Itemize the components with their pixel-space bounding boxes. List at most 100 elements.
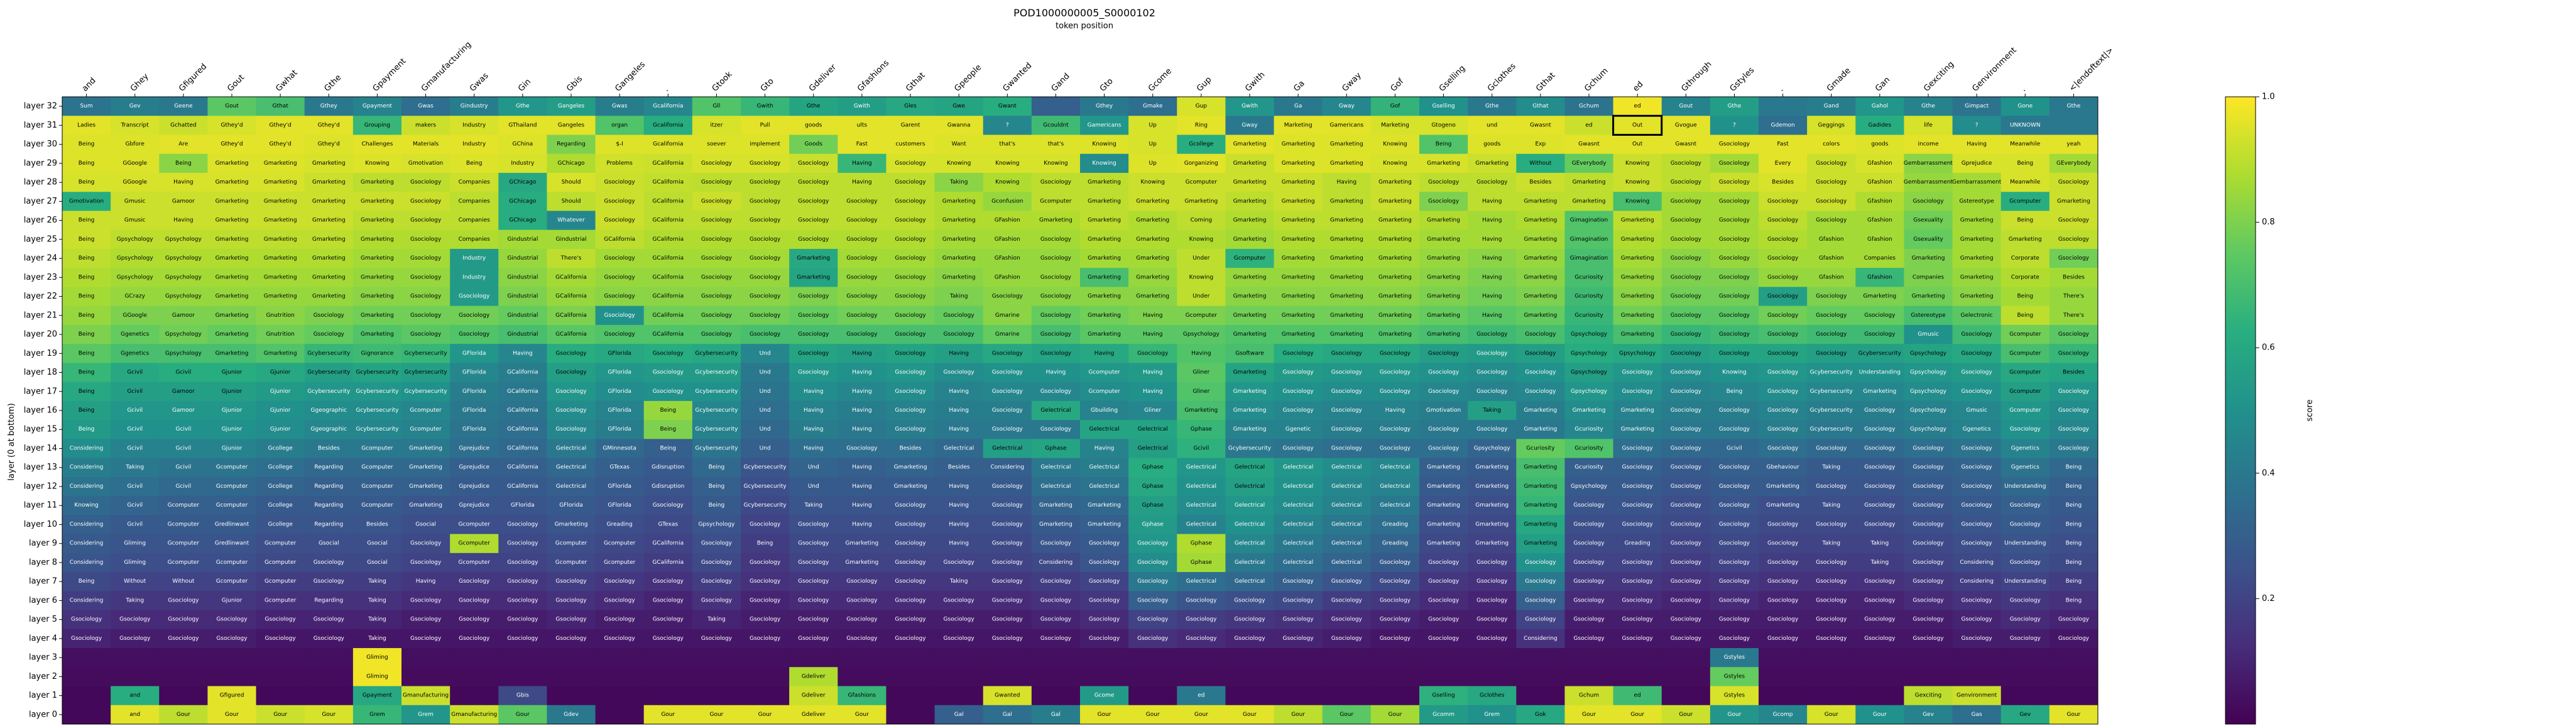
cell-label: Gsociology	[1864, 502, 1896, 509]
cell-label: Gsociology	[750, 578, 781, 585]
x-tick-label: Gmanufacturing	[420, 40, 473, 94]
cell-label: GTexas	[609, 465, 630, 471]
heatmap-cell	[1904, 172, 1953, 192]
cell-label: Regarding	[314, 483, 343, 490]
heatmap-cell	[62, 268, 111, 287]
cell-label: Gsociology	[604, 578, 636, 585]
heatmap-cell	[1710, 153, 1759, 173]
heatmap-cell	[1710, 515, 1759, 535]
heatmap-cell	[1613, 287, 1662, 307]
cell-label: Gsociology	[1962, 597, 1993, 603]
heatmap-cell	[1419, 344, 1468, 363]
heatmap-cell	[1225, 305, 1275, 326]
heatmap-cell	[1128, 400, 1177, 421]
cell-label: Gmarketing	[1282, 331, 1315, 338]
heatmap-cell	[1855, 287, 1904, 307]
heatmap-cell	[547, 363, 596, 383]
cell-label: Considering	[70, 483, 104, 490]
heatmap-cell	[595, 610, 645, 630]
heatmap-cell	[1952, 116, 2002, 135]
heatmap-cell	[1225, 116, 1275, 135]
cell-label: Gsociology	[410, 617, 442, 623]
heatmap-cell	[1128, 667, 1177, 687]
cell-label: Gway	[1339, 103, 1355, 109]
cell-label: Gsociology	[1283, 635, 1314, 642]
cell-label: Gcivil	[175, 370, 191, 376]
cell-label: Gsociology	[1476, 179, 1508, 185]
cell-label: Gmarketing	[797, 255, 830, 261]
cell-label: Und	[760, 388, 771, 395]
heatmap-cell	[62, 287, 111, 307]
heatmap-cell	[838, 439, 887, 459]
cell-label: Gsociology	[1962, 388, 1993, 395]
heatmap-cell	[886, 686, 936, 706]
cell-label: Want	[952, 141, 967, 148]
cell-label: Gas	[1972, 712, 1982, 718]
heatmap-cell	[304, 172, 354, 192]
heatmap-cell	[934, 324, 984, 344]
heatmap-cell	[547, 305, 596, 326]
cell-label: Geggings	[1818, 122, 1845, 128]
heatmap-cell	[983, 192, 1032, 211]
heatmap-cell	[838, 97, 887, 116]
cell-label: Gsociology	[701, 312, 733, 319]
heatmap-cell	[1613, 268, 1662, 287]
heatmap-cell	[1177, 344, 1226, 363]
cell-label: Being	[79, 578, 95, 585]
heatmap-cell	[1274, 420, 1323, 439]
cell-label: Gone	[2017, 103, 2033, 109]
heatmap-cell	[1419, 476, 1468, 497]
cell-label: GCalifornia	[652, 160, 684, 167]
heatmap-cell	[1807, 458, 1856, 478]
cell-label: Having	[1482, 198, 1502, 204]
cell-label: Gsocial	[367, 541, 388, 547]
heatmap-cell	[1274, 534, 1323, 554]
heatmap-cell	[1225, 572, 1275, 591]
heatmap-cell	[1807, 287, 1856, 307]
heatmap-cell	[62, 420, 111, 439]
cell-label: Having	[852, 388, 872, 395]
cell-label: Gsociology	[1913, 445, 1944, 451]
heatmap-cell	[1225, 400, 1275, 421]
cell-label: Gmarketing	[216, 331, 249, 338]
heatmap-cell	[595, 667, 645, 687]
heatmap-cell	[256, 344, 305, 363]
cell-label: Gsociology	[1573, 559, 1605, 566]
heatmap-cell	[1661, 648, 1711, 668]
x-tick-label: Gand	[1050, 72, 1072, 94]
heatmap-cell	[256, 135, 305, 155]
heatmap-cell	[1613, 344, 1662, 363]
heatmap-cell	[692, 458, 741, 478]
heatmap-cell	[111, 420, 160, 439]
cell-label: Gsociology	[555, 635, 587, 642]
cell-label: Gmarketing	[1960, 236, 1994, 243]
heatmap-cell	[1225, 476, 1275, 497]
heatmap-cell	[547, 629, 596, 649]
cell-label: Gsociology	[750, 294, 781, 300]
heatmap-cell	[1759, 344, 1808, 363]
heatmap-cell	[159, 305, 208, 326]
cell-label: Gsociology	[1767, 370, 1799, 376]
y-tick-label: layer 1	[29, 691, 57, 700]
cell-label: Gcomputer	[168, 559, 200, 566]
x-tick-label: Gfashions	[856, 58, 891, 94]
cell-label: Having	[173, 217, 194, 224]
cell-label: GCalifornia	[652, 294, 684, 300]
cell-label: Gsociology	[895, 635, 926, 642]
cell-label: Gsociology	[1816, 350, 1847, 356]
heatmap-cell	[1322, 439, 1372, 459]
highlight-box	[1612, 114, 1663, 136]
cell-label: Gelectrical	[1283, 465, 1313, 471]
heatmap-cell	[256, 192, 305, 211]
heatmap-cell	[886, 116, 936, 135]
heatmap-cell	[1516, 439, 1565, 459]
cell-label: Gamericans	[1329, 122, 1363, 128]
heatmap-cell	[1468, 97, 1517, 116]
cell-label: Being	[709, 502, 725, 509]
heatmap-cell	[1661, 97, 1711, 116]
x-axis-ticks: and Ghey Gfigured Gout Gwhat Gthe Gpayment Gman…	[80, 40, 2115, 97]
heatmap-cell	[1468, 324, 1517, 344]
cell-label: Gcybersecurity	[1228, 445, 1272, 451]
cell-label: Gsociology	[1962, 331, 1993, 338]
heatmap-cell	[62, 363, 111, 383]
